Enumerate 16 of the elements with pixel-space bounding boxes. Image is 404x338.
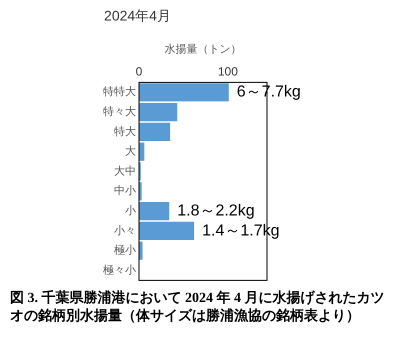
y-tick-label: 特特大 bbox=[103, 85, 136, 98]
y-tick-label: 極々小 bbox=[103, 263, 136, 276]
chart-title: 2024年4月 bbox=[104, 7, 171, 24]
y-tick-label: 中小 bbox=[114, 184, 136, 198]
x-tick-label: 100 bbox=[218, 64, 238, 79]
y-tick-label: 小 bbox=[125, 204, 136, 217]
y-tick-label: 特大 bbox=[114, 124, 136, 138]
y-tick-label: 大 bbox=[125, 144, 136, 158]
y-tick-label: 小々 bbox=[114, 224, 136, 237]
x-axis-title: 水揚量（トン） bbox=[164, 42, 242, 56]
annotation: 1.8～2.2kg bbox=[177, 202, 255, 220]
y-tick-label: 大中 bbox=[114, 164, 136, 178]
y-tick-label: 極小 bbox=[114, 244, 136, 257]
caption: 図 3. 千葉県勝浦港において 2024 年 4 月に水揚げされたカツオの銘柄別水揚量（体サイズは勝浦漁協の銘柄表より） bbox=[9, 290, 386, 326]
x-tick-label: 0 bbox=[136, 64, 143, 79]
y-tick-label: 特々大 bbox=[103, 104, 136, 118]
